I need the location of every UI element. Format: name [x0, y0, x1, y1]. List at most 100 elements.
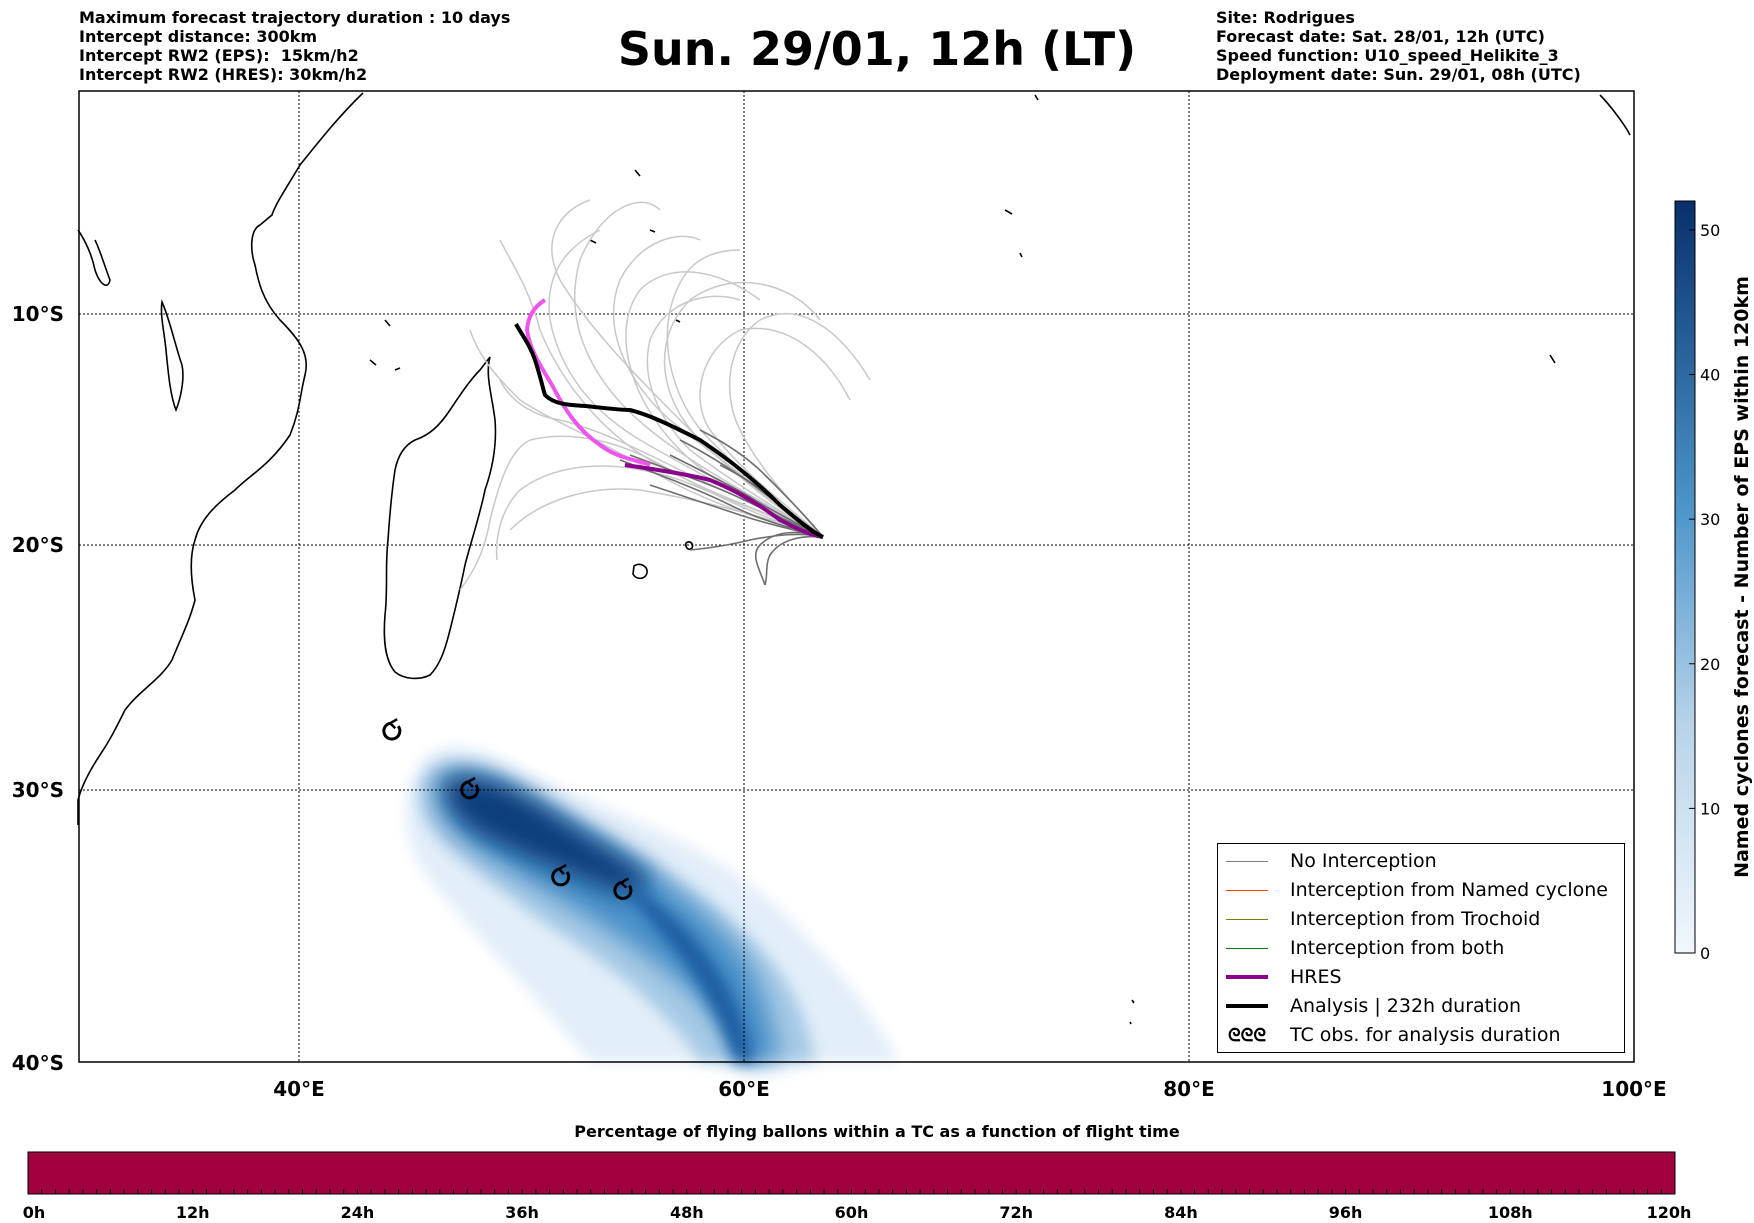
lon-tick-labels: 40°E 60°E 80°E 100°E [273, 1077, 1666, 1101]
lon-tick-label: 40°E [273, 1077, 325, 1101]
lat-tick-labels: 10°S 20°S 30°S 40°S [12, 302, 64, 1075]
eps-track [574, 201, 824, 538]
legend-line [1226, 975, 1268, 979]
header-right-line: Site: Rodrigues [1216, 8, 1355, 27]
colorbar-bottom-ticks: 0h 12h 24h 36h 48h 60h 72h 84h 96h 108h 120h [23, 1203, 1692, 1222]
legend-item: Interception from both [1226, 935, 1504, 961]
gridlines [79, 91, 1634, 1062]
tc-observation-icon [551, 863, 571, 887]
eps-track [663, 281, 824, 538]
legend-item: Interception from Named cyclone [1226, 877, 1608, 903]
legend-line [1226, 1004, 1268, 1008]
header-left-line: Intercept distance: 300km [79, 27, 318, 46]
coastline-maldives-chagos [1004, 209, 1556, 364]
eps-track [669, 454, 824, 538]
eps-track [619, 459, 824, 538]
eps-track [499, 379, 824, 538]
coastline-madagascar [383, 356, 497, 680]
colorbar-bottom-tick-label: 60h [835, 1203, 869, 1222]
coastline-amsterdam [1129, 999, 1135, 1025]
lon-tick-label: 60°E [718, 1077, 770, 1101]
eps-track [646, 295, 824, 538]
legend-line [1226, 947, 1268, 949]
eps-track [499, 239, 824, 538]
coastlines [77, 92, 1631, 1025]
colorbar-bottom-tick-label: 120h [1647, 1203, 1692, 1222]
tc-observation-icon [382, 718, 402, 741]
legend-item: No Interception [1226, 848, 1437, 874]
lat-tick-label: 30°S [12, 778, 64, 802]
analysis-track [514, 323, 824, 539]
density-core [444, 776, 649, 894]
colorbar-bottom-tick-label: 72h [999, 1203, 1033, 1222]
colorbar-right-label: Named cyclones forecast - Number of EPS … [1731, 276, 1753, 878]
legend-label: Interception from Named cyclone [1290, 879, 1608, 901]
header-right-line: Speed function: U10_speed_Helikite_3 [1216, 46, 1559, 65]
header-right-line: Deployment date: Sun. 29/01, 08h (UTC) [1216, 65, 1581, 84]
density-core-tail [620, 880, 755, 1062]
colorbar-right-tick-label: 40 [1700, 366, 1720, 385]
colorbar-bottom-tick-label: 48h [670, 1203, 704, 1222]
legend-item: Interception from Trochoid [1226, 906, 1540, 932]
legend: No Interception Interception from Named … [1217, 843, 1625, 1053]
colorbar-right-tick-label: 20 [1700, 655, 1720, 674]
lat-tick-label: 10°S [12, 302, 64, 326]
header-right-line: Forecast date: Sat. 28/01, 12h (UTC) [1216, 27, 1545, 46]
legend-label: Interception from both [1290, 937, 1505, 959]
eps-track [699, 327, 851, 538]
legend-line [1226, 918, 1268, 920]
colorbar-right-tick-label: 30 [1700, 510, 1720, 529]
colorbar-bottom-tick-label: 96h [1329, 1203, 1363, 1222]
legend-item: Analysis | 232h duration [1226, 993, 1521, 1019]
header-left-line: Maximum forecast trajectory duration : 1… [79, 8, 511, 27]
eps-track [509, 488, 824, 538]
legend-line [1226, 860, 1268, 862]
map-title: Sun. 29/01, 12h (LT) [617, 22, 1137, 76]
colorbar-right: 0 10 20 30 40 50 Named cyclones forecast - Nu… [1674, 200, 1753, 963]
coastline-island [160, 299, 184, 413]
coastline-comoros [369, 319, 401, 371]
eps-track [689, 533, 824, 551]
eps-track [612, 235, 824, 538]
eps-track [495, 465, 824, 561]
legend-label: Interception from Trochoid [1290, 908, 1541, 930]
coastline-africa [77, 92, 364, 825]
colorbar-bottom-tick-label: 108h [1488, 1203, 1533, 1222]
colorbar-bottom-tick-label: 36h [505, 1203, 539, 1222]
cyclone-symbol-icon: ᘓᘓᘓ [1227, 1024, 1267, 1046]
colorbar-right-tick-label: 50 [1700, 221, 1720, 240]
colorbar-bottom-tick-label: 24h [341, 1203, 375, 1222]
colorbar-right-fill [1674, 200, 1696, 954]
eps-track [459, 435, 824, 591]
tc-observation-icon [613, 877, 633, 900]
legend-label: No Interception [1290, 850, 1437, 872]
tc-observation-icon [460, 776, 480, 800]
eps-track [728, 313, 871, 538]
colorbar-bottom: 0h 12h 24h 36h 48h 60h 72h 84h 96h 108h 120h [23, 1151, 1692, 1222]
lon-tick-label: 80°E [1163, 1077, 1215, 1101]
legend-label: TC obs. for analysis duration [1290, 1024, 1561, 1046]
colorbar-bottom-minor-ticks [41, 1189, 1662, 1194]
colorbar-right-tick-label: 10 [1700, 799, 1720, 818]
legend-label: HRES [1290, 966, 1342, 988]
colorbar-bottom-tick-label: 0h [23, 1203, 46, 1222]
header-left: Maximum forecast trajectory duration : 1… [79, 8, 510, 84]
cyclone-density-field [406, 746, 900, 1062]
legend-item: ᘓᘓᘓ TC obs. for analysis duration [1226, 1022, 1561, 1048]
colorbar-bottom-fill [27, 1151, 1676, 1195]
eps-track [629, 454, 824, 538]
colorbar-bottom-tick-label: 12h [176, 1203, 210, 1222]
coastline-northeast-islands [1034, 94, 1631, 136]
header-left-line: Intercept RW2 (EPS): 15km/h2 [79, 46, 359, 65]
header-right: Site: Rodrigues Forecast date: Sat. 28/0… [1216, 8, 1581, 84]
colorbar-bottom-tick-label: 84h [1164, 1203, 1198, 1222]
lat-tick-label: 40°S [12, 1051, 64, 1075]
eps-track [699, 429, 824, 538]
coastline-seychelles [589, 169, 681, 323]
hres-track-late [624, 463, 824, 539]
header-left-line: Intercept RW2 (HRES): 30km/h2 [79, 65, 368, 84]
coastline-mauritius [632, 563, 648, 580]
legend-label: Analysis | 232h duration [1290, 995, 1522, 1017]
legend-line [1226, 889, 1268, 891]
